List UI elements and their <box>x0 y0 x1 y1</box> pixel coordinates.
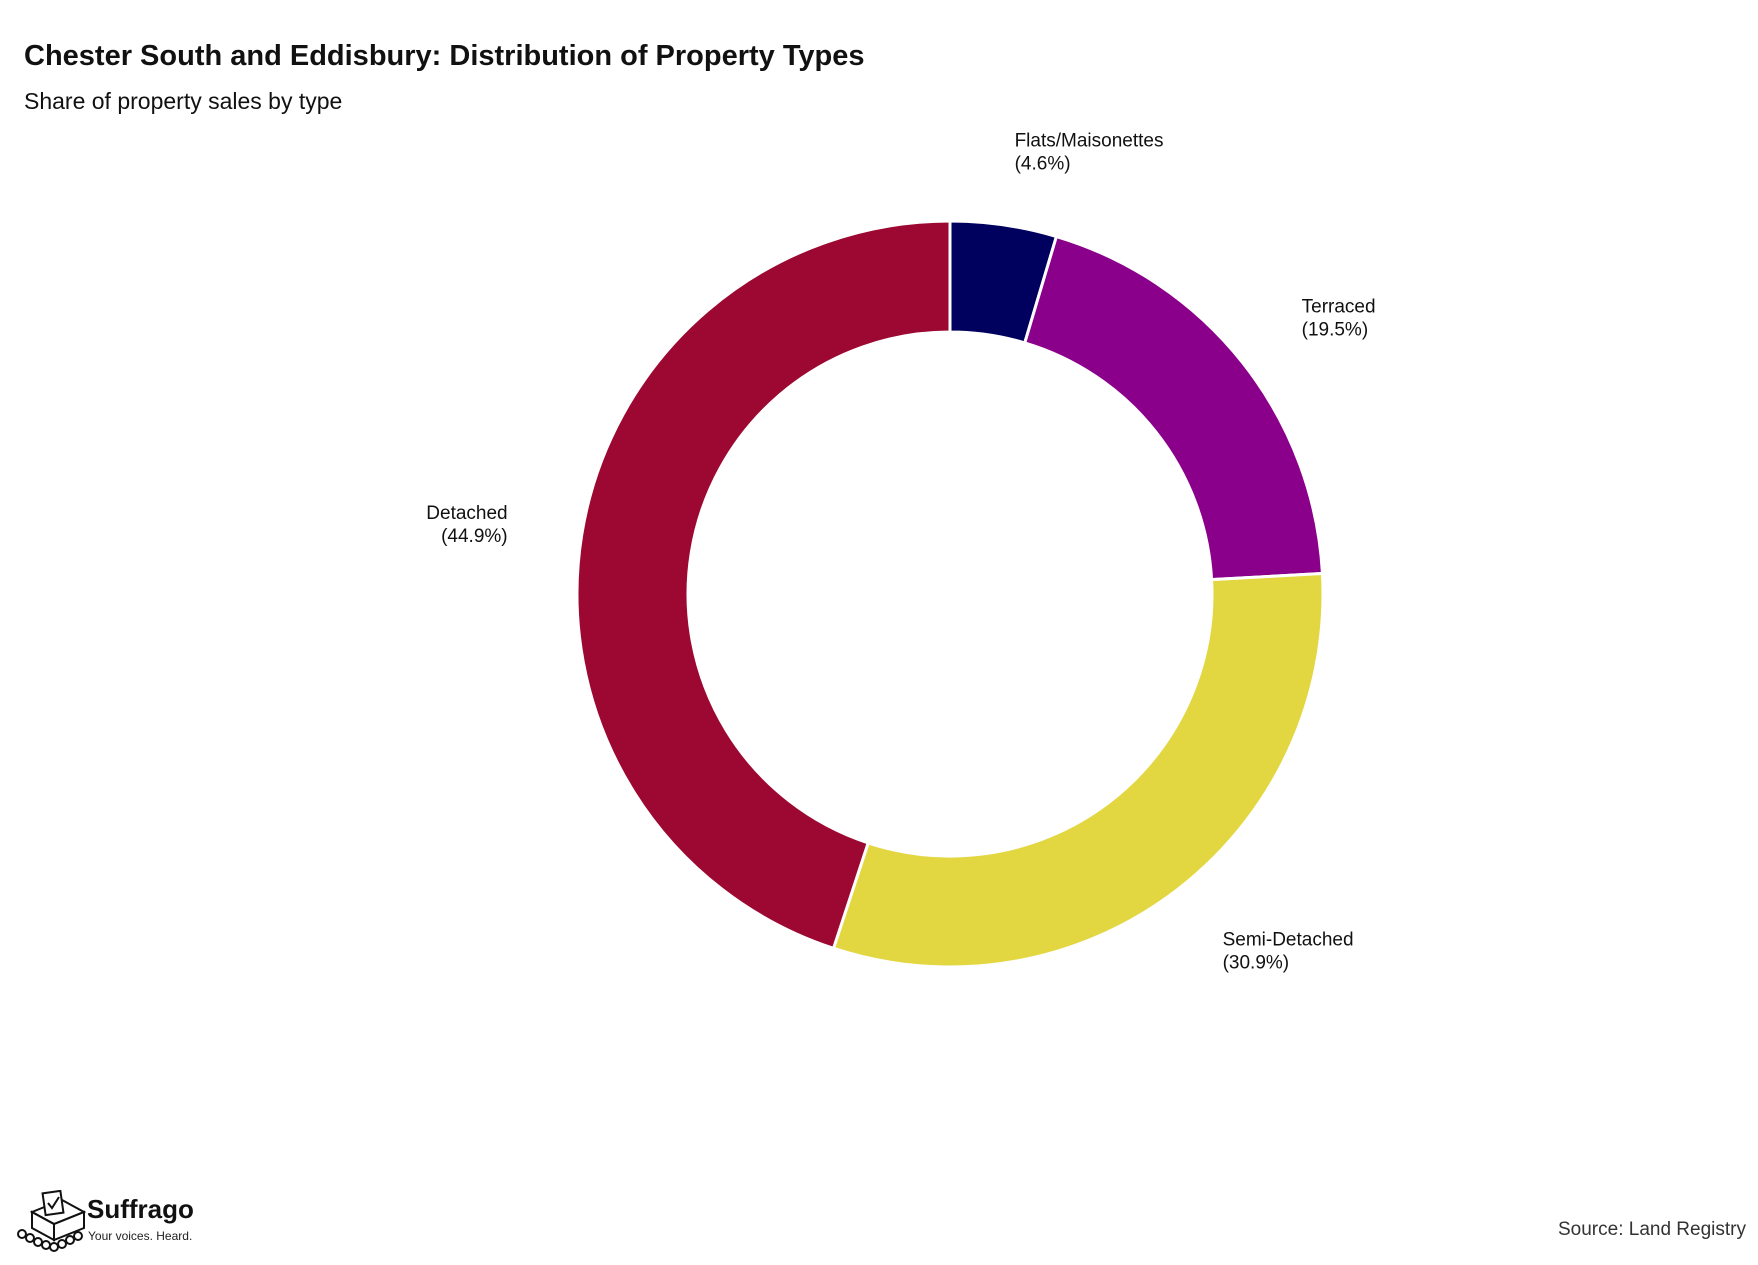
slice-value-label: (30.9%) <box>1223 953 1290 974</box>
slice-value-label: (44.9%) <box>441 526 508 547</box>
ballot-box-icon <box>17 1190 87 1252</box>
slice-semi-detached <box>831 571 1325 969</box>
slice-label: Terraced (19.5%) <box>1302 296 1376 340</box>
slice-category-label: Terraced <box>1302 296 1376 317</box>
slice-category-label: Semi-Detached <box>1223 930 1354 951</box>
source-note: Source: Land Registry <box>1558 1219 1746 1240</box>
brand-name: Suffrago <box>87 1194 194 1224</box>
slice-category-label: Flats/Maisonettes <box>1015 131 1164 152</box>
slice-label: Flats/Maisonettes (4.6%) <box>1015 131 1164 175</box>
slice-detached <box>575 219 952 951</box>
chart-subtitle: Share of property sales by type <box>24 88 343 114</box>
slice-value-label: (19.5%) <box>1302 319 1369 340</box>
brand-tagline: Your voices. Heard. <box>88 1229 193 1243</box>
slice-value-label: (4.6%) <box>1015 154 1071 175</box>
chart-title: Chester South and Eddisbury: Distributio… <box>24 40 865 72</box>
slice-terraced <box>1022 234 1325 582</box>
slice-category-label: Detached <box>426 503 507 524</box>
slice-label: Semi-Detached (30.9%) <box>1223 930 1354 974</box>
slice-label: Detached (44.9%) <box>426 503 507 547</box>
